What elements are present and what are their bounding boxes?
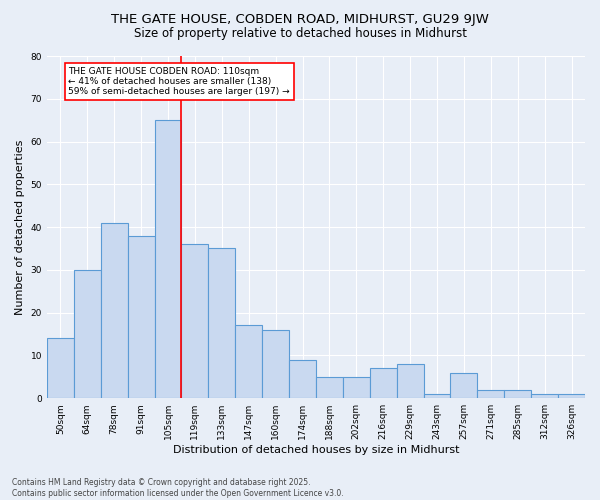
Bar <box>316 377 343 398</box>
Bar <box>397 364 424 398</box>
Bar <box>101 223 128 398</box>
Text: Contains HM Land Registry data © Crown copyright and database right 2025.
Contai: Contains HM Land Registry data © Crown c… <box>12 478 344 498</box>
Bar <box>74 270 101 398</box>
X-axis label: Distribution of detached houses by size in Midhurst: Distribution of detached houses by size … <box>173 445 459 455</box>
Y-axis label: Number of detached properties: Number of detached properties <box>15 140 25 315</box>
Bar <box>370 368 397 398</box>
Bar <box>558 394 585 398</box>
Bar <box>128 236 155 398</box>
Bar <box>47 338 74 398</box>
Bar <box>181 244 208 398</box>
Bar <box>504 390 531 398</box>
Bar <box>531 394 558 398</box>
Text: THE GATE HOUSE, COBDEN ROAD, MIDHURST, GU29 9JW: THE GATE HOUSE, COBDEN ROAD, MIDHURST, G… <box>111 12 489 26</box>
Text: Size of property relative to detached houses in Midhurst: Size of property relative to detached ho… <box>133 28 467 40</box>
Bar <box>208 248 235 398</box>
Bar <box>424 394 451 398</box>
Bar <box>155 120 181 398</box>
Bar <box>235 326 262 398</box>
Bar <box>289 360 316 398</box>
Bar <box>478 390 504 398</box>
Bar <box>262 330 289 398</box>
Bar <box>343 377 370 398</box>
Bar <box>451 372 478 398</box>
Text: THE GATE HOUSE COBDEN ROAD: 110sqm
← 41% of detached houses are smaller (138)
59: THE GATE HOUSE COBDEN ROAD: 110sqm ← 41%… <box>68 66 290 96</box>
